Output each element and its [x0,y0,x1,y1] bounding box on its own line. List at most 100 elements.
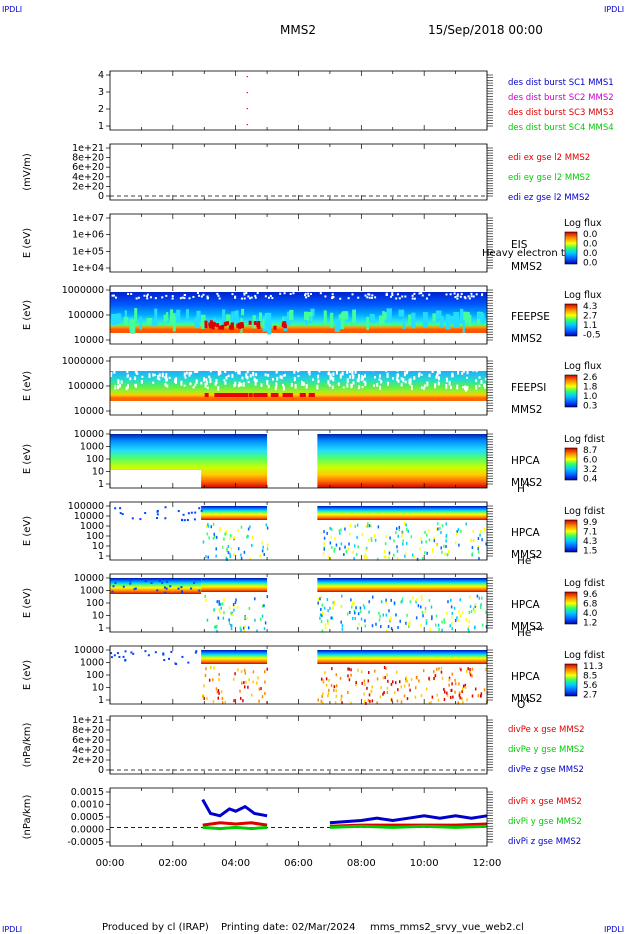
hpca-early-pixel [110,656,113,659]
feepsi-gap-pixel [153,373,156,377]
hpca-early-pixel [183,519,186,522]
feepse-high-patch [221,324,225,329]
feepsi-gap-pixel [341,371,344,376]
hpca-pixel [354,525,357,529]
hpca-pixel [219,527,221,531]
colorbar-tick-label: 2.7 [583,691,597,701]
burst-point [246,108,248,110]
feepsi-gap-pixel [432,367,435,372]
hpca-pixel [432,548,434,552]
time-tick-label: 00:00 [96,858,125,869]
feepsi-gap-pixel [254,380,257,386]
feepsi-gap-pixel [437,381,440,386]
y-tick-label: 2e+20 [72,181,104,192]
y-axis-label: E (eV) [22,228,33,258]
y-tick-label: 1e+06 [72,230,104,241]
hpca-early-pixel [139,518,142,521]
feepse-gap-pixel [146,295,149,298]
hpca-pixel [430,605,433,609]
spacecraft-label: MMS2 [511,404,542,416]
feepsi-gap-pixel [385,369,388,372]
series-line [202,821,268,827]
feepsi-gap-pixel [275,382,278,388]
hpca-pixel [408,621,411,625]
hpca-pixel [390,682,393,686]
hpca-early-pixel [132,652,135,655]
hpca-pixel [221,697,224,701]
feepsi-gap-pixel [183,372,186,377]
feepsi-gap-pixel [397,379,400,383]
legend-entry: divPi x gse MMS2 [508,797,582,807]
feepse-gap-pixel [254,294,257,297]
feepsi-gap-pixel [420,386,423,390]
hpca-pixel [405,679,407,683]
hpca-pixel [320,699,323,703]
hpca-pixel [229,552,231,556]
feepsi-gap-pixel [231,373,234,378]
hpca-pixel [395,670,398,674]
hpca-pixel [470,538,472,542]
feepse-gap-pixel [268,296,271,299]
feepsi-gap-pixel [431,368,434,373]
feepse-gap-pixel [460,292,463,295]
feepsi-gap-pixel [260,383,263,387]
hpca-pixel [369,699,371,703]
hpca-pixel [333,685,336,689]
hpca-pixel [448,676,451,680]
hpca-pixel [356,553,358,557]
feepse-gap-pixel [368,296,371,299]
y-axis-label: E (eV) [22,588,33,618]
hpca-pixel [228,606,231,610]
feepse-high-patch [241,324,245,329]
colorbar-tick-label: 8.7 [583,446,597,456]
hpca-pixel [345,549,348,553]
hpca-pixel [247,534,249,538]
panel-burst: 4 3 2 1 des dist burst SC1 MMS1 des dist burs… [98,70,614,133]
hpca-pixel [218,608,220,612]
feepsi-high-patch [253,393,258,397]
hpca-pixel [322,679,324,683]
feepse-gap-pixel [137,296,140,299]
hpca-pixel [222,616,225,620]
y-axis-label: E (eV) [22,444,33,474]
hpca-pixel [220,690,223,694]
feepse-gap-pixel [371,294,374,297]
colorbar [564,519,578,553]
hpca-early-pixel [190,511,193,514]
feepse-gap-pixel [243,292,246,295]
time-tick-label: 02:00 [158,858,187,869]
hpca-early-pixel [113,654,116,657]
hpca-pixel [263,670,266,674]
hpca-pixel [335,673,338,677]
hpca-pixel [248,678,250,682]
hpca-pixel [259,617,262,621]
hpca-pixel [375,622,377,626]
hpca-pixel [433,539,436,543]
feepsi-gap-pixel [396,373,399,379]
feepsi-gap-pixel [290,382,293,387]
hpca-pixel [216,624,218,628]
hpca-pixel [401,600,403,604]
hpca-pixel [331,616,334,620]
colorbar-tick-label: 0.0 [583,230,598,240]
hpca-pixel [376,701,378,705]
hpca-pixel [486,691,489,695]
hpca-pixel [414,686,417,690]
hpca-pixel [395,613,397,617]
feepse-patch [382,312,388,320]
feepse-patch [267,319,272,335]
instrument-label: FEEPSE [511,311,550,323]
feepsi-gap-pixel [466,385,469,391]
hpca-pixel [387,679,389,683]
hpca-pixel [441,628,443,632]
y-tick-label: 10 [92,611,104,622]
hpca-pixel [217,689,220,693]
hpca-pixel [367,698,370,702]
feepse-high-patch [238,324,242,329]
feepsi-gap-pixel [403,371,406,377]
legend-entry: des dist burst SC2 MMS2 [508,93,614,103]
legend-entry: divPe y gse MMS2 [508,745,585,755]
hpca-pixel [239,689,241,693]
feepse-patch [432,313,436,322]
hpca-pixel [323,606,326,610]
